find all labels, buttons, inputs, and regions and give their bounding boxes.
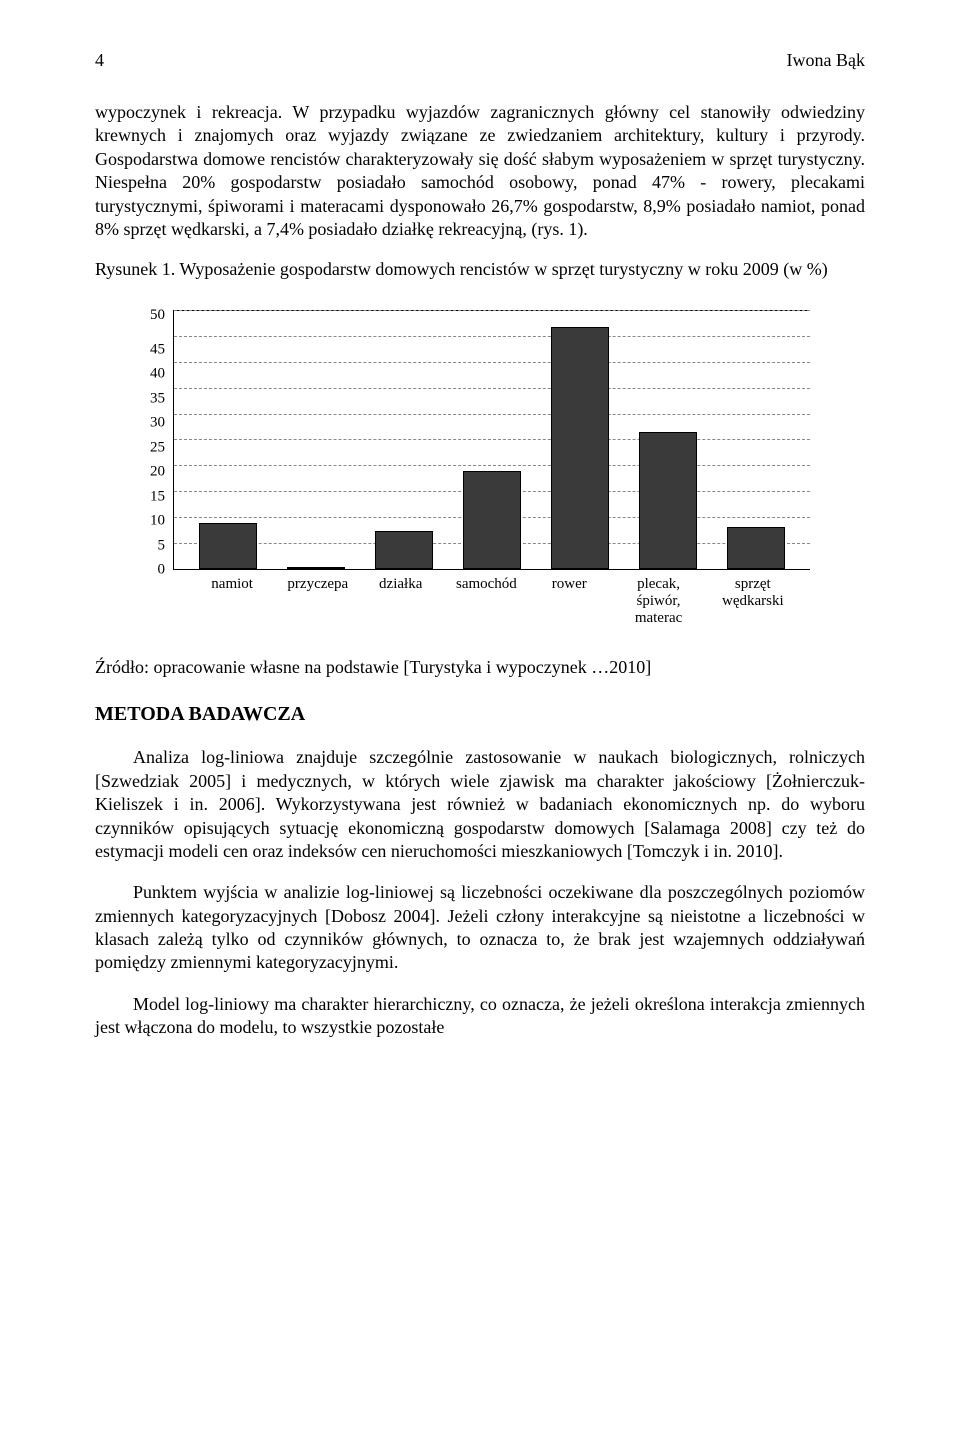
y-tick: 5 [158,538,166,553]
grid-line [174,414,810,415]
y-tick: 10 [150,514,165,529]
grid-line [174,336,810,337]
figure-caption: Rysunek 1. Wyposażenie gospodarstw domow… [95,259,865,280]
y-tick: 15 [150,489,165,504]
x-label: namiot [203,576,261,627]
y-tick: 25 [150,440,165,455]
y-tick: 35 [150,391,165,406]
y-tick: 20 [150,465,165,480]
paragraph-1: wypoczynek i rekreacja. W przypadku wyja… [95,101,865,241]
y-axis: 50 45 40 35 30 25 20 15 10 5 0 [150,310,173,570]
bar [639,432,697,570]
source-text: Źródło: opracowanie własne na podstawie … [95,657,865,678]
section-heading: METODA BADAWCZA [95,703,865,726]
paragraph-2: Analiza log-liniowa znajduje szczególnie… [95,746,865,863]
chart-area: 50 45 40 35 30 25 20 15 10 5 0 [150,310,810,570]
y-tick: 50 [150,308,165,323]
page-header: 4 Iwona Bąk [95,50,865,71]
y-tick: 40 [150,367,165,382]
x-label: przyczepa [287,576,345,627]
page-number: 4 [95,50,104,71]
paragraph-4: Model log-liniowy ma charakter hierarchi… [95,993,865,1040]
grid-line [174,388,810,389]
grid-line [174,310,810,311]
bar [727,527,785,569]
x-label: rower [540,576,598,627]
x-label: działka [372,576,430,627]
bar [287,567,345,570]
y-tick: 45 [150,342,165,357]
grid-line [174,439,810,440]
bar [375,531,433,569]
plot-area [173,310,810,570]
y-tick: 0 [158,563,166,578]
author-name: Iwona Bąk [787,50,865,71]
x-label: sprzęt wędkarski [719,576,787,627]
bar [463,471,521,569]
paragraph-3: Punktem wyjścia w analizie log-liniowej … [95,881,865,975]
x-axis: namiot przyczepa działka samochód rower … [180,570,810,627]
grid-line [174,362,810,363]
y-tick: 30 [150,416,165,431]
grid-line [174,465,810,466]
x-label: samochód [456,576,514,627]
bar-chart: 50 45 40 35 30 25 20 15 10 5 0 namiot pr… [150,310,810,627]
bar [199,523,257,569]
x-label: plecak, śpiwór, materac [625,576,693,627]
bar [551,327,609,570]
